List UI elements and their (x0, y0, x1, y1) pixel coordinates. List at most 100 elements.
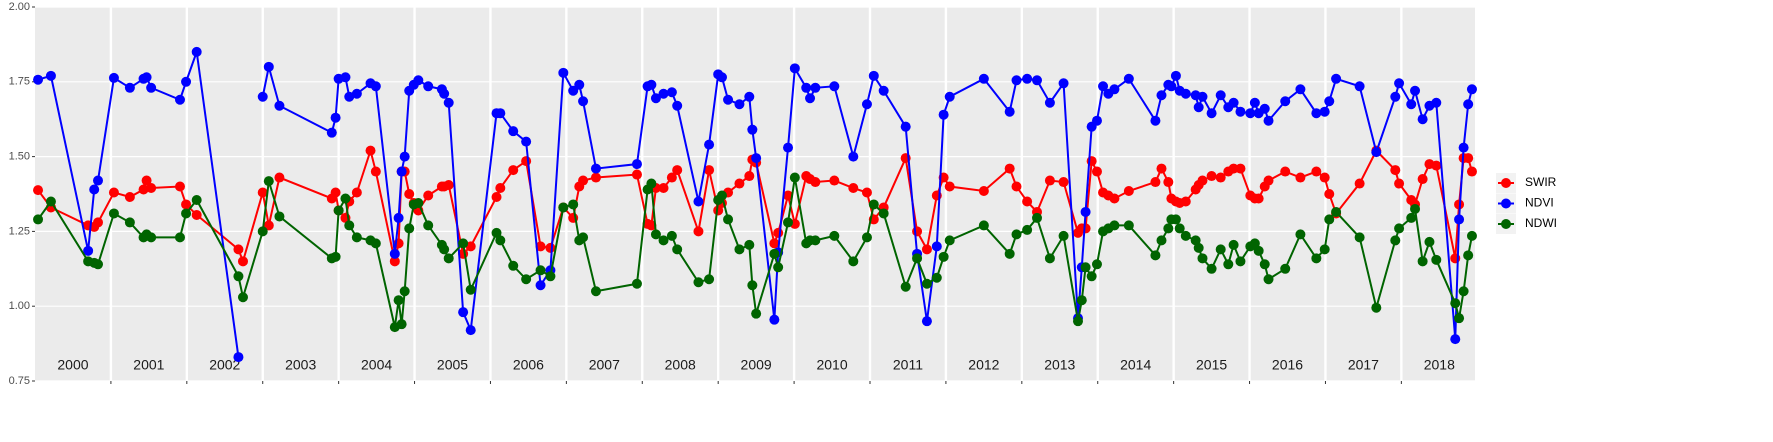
year-label: 2017 (1348, 357, 1379, 373)
point (944, 181, 955, 192)
point (1170, 70, 1181, 81)
point (1311, 166, 1322, 177)
point (861, 187, 872, 198)
point (912, 253, 923, 264)
point (330, 112, 341, 123)
point (1354, 232, 1365, 243)
point (1406, 99, 1417, 110)
point (370, 166, 381, 177)
point (1417, 114, 1428, 125)
point (1091, 115, 1102, 126)
point (1406, 212, 1417, 223)
point (274, 100, 285, 111)
point (631, 159, 642, 170)
point (744, 171, 755, 182)
point (351, 187, 362, 198)
point (1263, 274, 1274, 285)
point (45, 196, 56, 207)
point (789, 172, 800, 183)
point (1450, 334, 1461, 345)
point (1454, 313, 1465, 324)
point (1324, 189, 1335, 199)
point (141, 175, 152, 186)
point (558, 67, 569, 78)
point (868, 199, 879, 210)
point (439, 88, 450, 99)
year-label: 2004 (361, 357, 392, 373)
point (1394, 223, 1405, 234)
point (783, 190, 794, 201)
point (93, 259, 104, 270)
point (878, 85, 889, 96)
point (521, 274, 532, 285)
year-label: 2006 (513, 357, 544, 373)
point (1319, 106, 1330, 117)
point (734, 178, 745, 189)
point (1311, 253, 1322, 264)
point (666, 172, 677, 183)
point (495, 183, 506, 194)
point (704, 139, 715, 150)
point (174, 94, 185, 105)
point (1324, 96, 1335, 107)
legend-label: NDVI (1525, 196, 1554, 210)
point (578, 175, 589, 186)
point (590, 163, 601, 174)
point (558, 202, 569, 213)
point (1215, 244, 1226, 255)
point (108, 72, 119, 83)
point (805, 93, 816, 104)
point (801, 82, 812, 93)
point (646, 178, 657, 189)
point (931, 272, 942, 283)
year-label: 2010 (816, 357, 847, 373)
point (912, 226, 923, 237)
point (330, 187, 341, 198)
year-label: 2000 (57, 357, 88, 373)
point (650, 229, 661, 240)
point (389, 256, 400, 267)
point (666, 230, 677, 241)
point (181, 208, 192, 219)
point (191, 46, 202, 57)
point (1235, 106, 1246, 117)
point (751, 153, 762, 164)
point (1215, 172, 1226, 183)
point (508, 126, 519, 137)
y-tick-label: 1.50 (9, 151, 30, 163)
point (263, 176, 274, 187)
point (443, 97, 454, 108)
point (108, 208, 119, 219)
point (1080, 262, 1091, 273)
point (1091, 259, 1102, 270)
point (1123, 73, 1134, 84)
point (1180, 88, 1191, 99)
point (938, 109, 949, 120)
point (274, 211, 285, 222)
point (370, 238, 381, 249)
point (491, 227, 502, 238)
point (704, 274, 715, 285)
point (1022, 196, 1033, 207)
point (89, 184, 100, 195)
point (124, 217, 135, 228)
point (1109, 220, 1120, 231)
point (465, 241, 476, 252)
point (769, 238, 780, 249)
point (1431, 254, 1442, 265)
point (124, 191, 135, 202)
point (393, 295, 404, 306)
point (1295, 172, 1306, 183)
point (1180, 230, 1191, 241)
point (1431, 160, 1442, 171)
point (491, 191, 502, 202)
point (1280, 96, 1291, 107)
point (646, 79, 657, 90)
point (233, 352, 244, 363)
point (1190, 235, 1201, 246)
point (1331, 206, 1342, 217)
point (1249, 97, 1260, 108)
point (1193, 242, 1204, 253)
point (1193, 102, 1204, 113)
